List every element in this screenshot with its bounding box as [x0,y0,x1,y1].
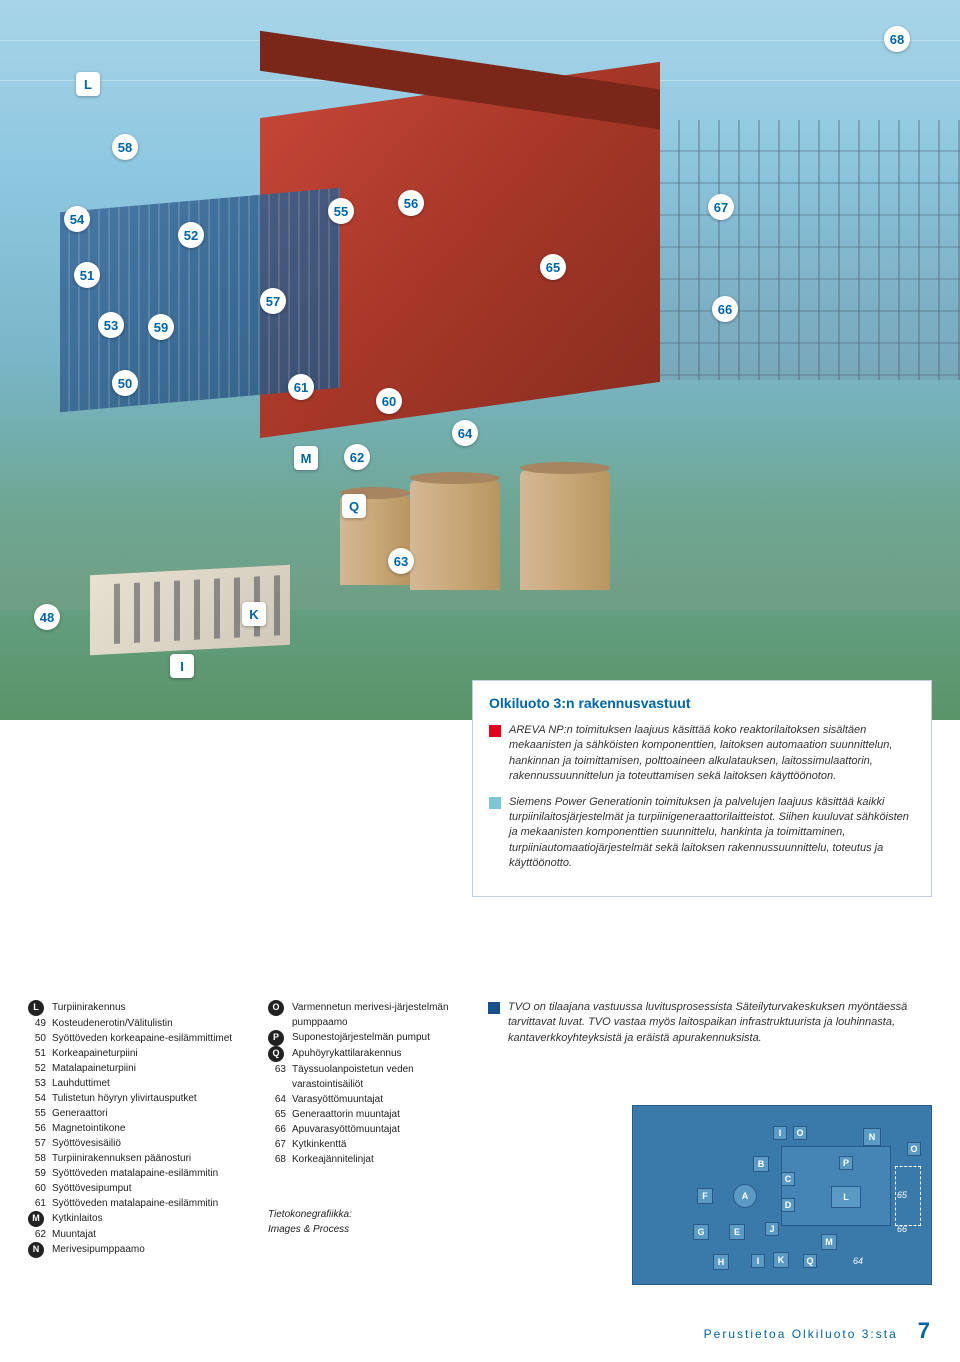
callout-55: 55 [328,198,354,224]
legend-item: 62Muuntajat [28,1227,248,1242]
legend-item: 57Syöttövesisäiliö [28,1136,248,1151]
legend-item: 58Turpiinirakennuksen päänosturi [28,1151,248,1166]
siemens-text: Siemens Power Generationin toimituksen j… [509,795,915,872]
callout-61: 61 [288,374,314,400]
minimap-block-J: J [765,1222,779,1236]
minimap-block-H: H [713,1254,729,1270]
box-title: Olkiluoto 3:n rakennusvastuut [489,695,915,711]
callout-56: 56 [398,190,424,216]
minimap-block-C: C [781,1172,795,1186]
callout-67: 67 [708,194,734,220]
minimap-block-F: F [697,1188,713,1204]
minimap-block-I: I [773,1126,787,1140]
tvo-text: TVO on tilaajana vastuussa luvitusproses… [508,1000,932,1046]
callout-66: 66 [712,296,738,322]
footer: Perustietoa Olkiluoto 3:sta7 [704,1318,930,1344]
legend-item: 50Syöttöveden korkeapaine-esilämmittimet [28,1031,248,1046]
callout-51: 51 [74,262,100,288]
areva-text: AREVA NP:n toimituksen laajuus käsittää … [509,723,915,785]
callout-52: 52 [178,222,204,248]
legend-item: 67Kytkinkenttä [268,1137,468,1152]
callout-57: 57 [260,288,286,314]
legend-item: 61Syöttöveden matalapaine-esilämmitin [28,1196,248,1211]
callout-63: 63 [388,548,414,574]
minimap-block-M: M [821,1234,837,1250]
callout-50: 50 [112,370,138,396]
legend-item: 56Magnetointikone [28,1121,248,1136]
legend-col-2: OVarmennetun merivesi-järjestelmän pumpp… [268,1000,468,1258]
callout-58: 58 [112,134,138,160]
legend-item: 55Generaattori [28,1106,248,1121]
callout-60: 60 [376,388,402,414]
minimap-block-N: N [863,1128,881,1146]
legend-item: 54Tulistetun höyryn ylivirtausputket [28,1091,248,1106]
minimap-label: 66 [897,1224,907,1234]
minimap-block-Q: Q [803,1254,817,1268]
minimap-block-A: A [733,1184,757,1208]
legend-item: 66Apuvarasyöttömuuntajat [268,1122,468,1137]
minimap-block-P: P [839,1156,853,1170]
legend-item: 64Varasyöttömuuntajat [268,1092,468,1107]
minimap-block-E: E [729,1224,745,1240]
legend-item: 60Syöttövesipumput [28,1181,248,1196]
legend-item: 63Täyssuolanpoistetun veden varastointis… [268,1062,468,1092]
callout-M: M [294,446,318,470]
callout-L: L [76,72,100,96]
callout-53: 53 [98,312,124,338]
legend-item: PSuponestojärjestelmän pumput [268,1030,468,1046]
minimap-label: 64 [853,1256,863,1266]
callout-65: 65 [540,254,566,280]
callout-I: I [170,654,194,678]
legend-item: 59Syöttöveden matalapaine-esilämmitin [28,1166,248,1181]
callout-59: 59 [148,314,174,340]
legend-item: LTurpiinirakennus [28,1000,248,1016]
minimap-block-D: D [781,1198,795,1212]
minimap-block-K: K [773,1252,789,1268]
legend-item: QApuhöyrykattilarakennus [268,1046,468,1062]
credit-label: Tietokonegrafiikka: [268,1207,468,1222]
callout-K: K [242,602,266,626]
siemens-swatch [489,797,501,809]
page-number: 7 [918,1318,930,1343]
legend-item: 51Korkeapaineturpiini [28,1046,248,1061]
callout-62: 62 [344,444,370,470]
tvo-swatch [488,1002,500,1014]
minimap-label: 65 [897,1190,907,1200]
callout-68: 68 [884,26,910,52]
legend-item: 65Generaattorin muuntajat [268,1107,468,1122]
minimap-block-I: I [751,1254,765,1268]
callout-48: 48 [34,604,60,630]
responsibilities-box: Olkiluoto 3:n rakennusvastuut AREVA NP:n… [472,680,932,897]
minimap-block-L: L [831,1186,861,1208]
minimap-block-G: G [693,1224,709,1240]
hero-illustration: 68 L 58 54 52 55 56 67 51 65 57 66 53 59 50 61 60 64 M 62 Q 6… [0,0,960,720]
callout-64: 64 [452,420,478,446]
minimap-block-O: O [793,1126,807,1140]
minimap-block-O: O [907,1142,921,1156]
legend-item: 53Lauhduttimet [28,1076,248,1091]
legend-item: MKytkinlaitos [28,1211,248,1227]
site-minimap: IONOBPCFADLGEJMHIKQ 656664 [632,1105,932,1285]
legend-col-1: LTurpiinirakennus49Kosteudenerotin/Välit… [28,1000,248,1258]
legend-item: 49Kosteudenerotin/Välitulistin [28,1016,248,1031]
legend-item: OVarmennetun merivesi-järjestelmän pumpp… [268,1000,468,1030]
areva-swatch [489,725,501,737]
credit-value: Images & Process [268,1222,468,1237]
callout-54: 54 [64,206,90,232]
legend-item: NMerivesipumppaamo [28,1242,248,1258]
legend-item: 68Korkeajännitelinjat [268,1152,468,1167]
callout-Q: Q [342,494,366,518]
minimap-block-B: B [753,1156,769,1172]
legend-item: 52Matalapaineturpiini [28,1061,248,1076]
